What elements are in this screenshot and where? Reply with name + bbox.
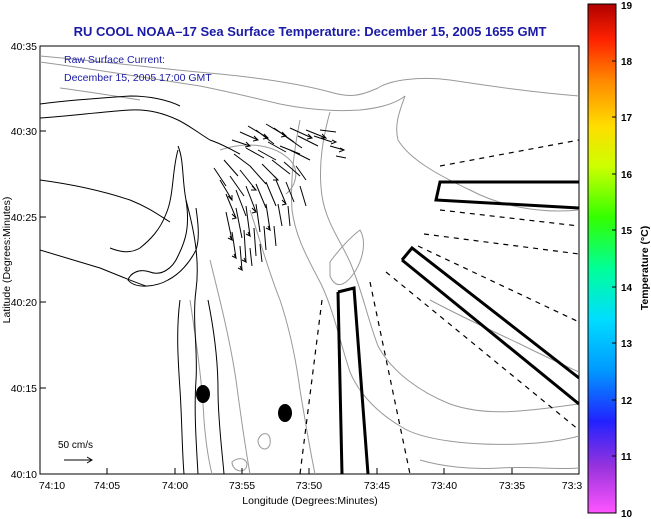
dashed-sector-lines [299, 139, 579, 474]
colorbar-tick-label: 17 [621, 113, 633, 124]
x-tick-label: 74:05 [94, 480, 120, 492]
y-tick-label: 40:15 [11, 383, 37, 395]
y-tick-label: 40:25 [11, 212, 37, 224]
annotation-line-2: December 15, 2005 17:00 GMT [64, 72, 212, 84]
map-title: RU COOL NOAA–17 Sea Surface Temperature:… [73, 24, 547, 39]
site-marker [278, 404, 292, 422]
colorbar-tick-label: 16 [621, 170, 633, 181]
colorbar-tick-label: 18 [621, 57, 633, 68]
colorbar-tick-label: 11 [621, 452, 632, 463]
y-tick-label: 40:20 [11, 297, 37, 309]
y-tick-label: 40:30 [11, 126, 37, 138]
x-axis [39, 468, 513, 474]
x-tick-label: 73:45 [364, 480, 390, 492]
colorbar-tick-label: 19 [621, 1, 633, 12]
x-tick-label: 73:3 [562, 480, 583, 492]
colorbar-tick-label: 10 [621, 509, 633, 519]
x-tick-label: 73:40 [431, 480, 457, 492]
x-tick-label: 74:10 [39, 480, 65, 492]
colorbar-tick-label: 15 [621, 226, 633, 237]
colorbar-tick-label: 14 [621, 283, 633, 294]
scale-arrow [64, 456, 93, 464]
colorbar [587, 3, 617, 514]
annotation-line-1: Raw Surface Current: [64, 54, 165, 66]
x-axis-label: Longitude (Degrees:Minutes) [242, 495, 377, 507]
y-tick-label: 40:10 [11, 469, 37, 481]
colorbar-ticks [612, 60, 616, 457]
colorbar-tick-label: 12 [621, 396, 633, 407]
current-vectors [213, 123, 347, 272]
colorbar-label: Temperature (°C) [639, 226, 651, 311]
x-tick-label: 73:50 [296, 480, 322, 492]
coastline [40, 95, 241, 474]
x-tick-label: 73:35 [499, 480, 525, 492]
x-tick-label: 73:55 [229, 480, 255, 492]
scale-label: 50 cm/s [58, 440, 93, 451]
y-axis [40, 45, 46, 475]
site-marker [196, 385, 210, 403]
colorbar-tick-label: 13 [621, 339, 633, 350]
x-tick-label: 74:00 [162, 480, 188, 492]
y-axis-label: Latitude (Degrees:Minutes) [1, 197, 13, 324]
y-tick-label: 40:35 [11, 41, 37, 53]
bathymetry-contours [40, 55, 579, 474]
sector-outlines [336, 180, 579, 474]
